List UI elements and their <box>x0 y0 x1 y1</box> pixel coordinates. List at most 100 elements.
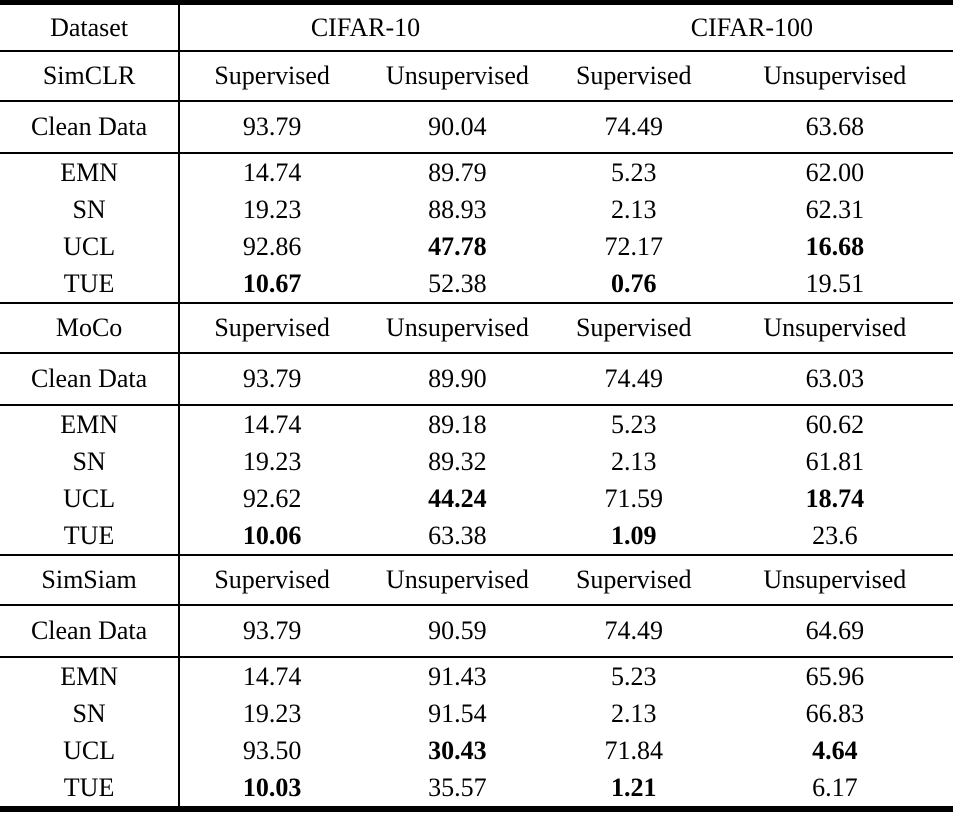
value-cell: 92.62 <box>242 483 302 513</box>
method-label: SimSiam <box>0 554 181 605</box>
value-cell: 10.67 <box>242 268 302 298</box>
attack-row: EMN 14.74 89.79 5.23 62.00 <box>0 152 953 191</box>
value-cell: 19.51 <box>805 268 865 298</box>
value-cell: 19.23 <box>242 194 302 224</box>
row-label: TUE <box>0 265 181 303</box>
value-cell: 35.57 <box>428 772 487 802</box>
clean-data-row: Clean Data 93.79 89.90 74.49 63.03 <box>0 352 953 405</box>
value-cell: 74.49 <box>550 352 717 405</box>
value-cell: 89.79 <box>364 152 551 191</box>
corner-label: Dataset <box>0 2 181 51</box>
attack-row: SN 19.23 88.93 2.13 62.31 <box>0 191 953 228</box>
value-cell: 23.6 <box>812 520 858 550</box>
row-label: SN <box>0 191 181 228</box>
attack-row: TUE 10.03 35.57 1.21 6.17 <box>0 769 953 809</box>
value-cell: 92.86 <box>242 231 302 261</box>
row-label: TUE <box>0 769 181 809</box>
row-label: SN <box>0 695 181 732</box>
value-cell: 62.31 <box>805 194 865 224</box>
value-cell: 10.06 <box>242 520 302 550</box>
value-cell: 72.17 <box>604 231 663 261</box>
row-label: UCL <box>0 732 181 769</box>
section-header-row: SimSiam Supervised Unsupervised Supervis… <box>0 554 953 605</box>
value-cell: 71.59 <box>604 483 663 513</box>
value-cell: 88.93 <box>428 194 487 224</box>
column-header: Unsupervised <box>364 554 551 605</box>
value-cell: 93.50 <box>242 735 302 765</box>
value-cell: 0.76 <box>610 268 657 298</box>
column-header: Supervised <box>550 554 717 605</box>
group-header-cifar10: CIFAR-10 <box>310 12 421 42</box>
value-cell: 18.74 <box>805 483 865 513</box>
value-cell: 89.32 <box>428 446 487 476</box>
value-cell: 30.43 <box>428 735 487 765</box>
value-cell: 47.78 <box>428 231 487 261</box>
attack-row: EMN 14.74 89.18 5.23 60.62 <box>0 404 953 443</box>
column-header: Unsupervised <box>364 50 551 101</box>
value-cell: 19.23 <box>242 698 302 728</box>
value-cell: 5.23 <box>550 656 717 695</box>
attack-row: SN 19.23 89.32 2.13 61.81 <box>0 443 953 480</box>
value-cell: 14.74 <box>179 656 365 695</box>
column-header: Supervised <box>550 50 717 101</box>
clean-data-row: Clean Data 93.79 90.04 74.49 63.68 <box>0 100 953 153</box>
column-header: Supervised <box>179 302 365 353</box>
value-cell: 16.68 <box>805 231 865 261</box>
column-header: Supervised <box>550 302 717 353</box>
value-cell: 4.64 <box>812 735 858 765</box>
column-header: Supervised <box>179 554 365 605</box>
row-label: EMN <box>0 656 181 695</box>
value-cell: 74.49 <box>550 604 717 657</box>
clean-data-row: Clean Data 93.79 90.59 74.49 64.69 <box>0 604 953 657</box>
value-cell: 14.74 <box>179 404 365 443</box>
value-cell: 19.23 <box>242 446 302 476</box>
attack-row: TUE 10.06 63.38 1.09 23.6 <box>0 517 953 555</box>
dataset-header-row: Dataset CIFAR-10 CIFAR-100 <box>0 2 953 51</box>
value-cell: 62.00 <box>716 152 953 191</box>
value-cell: 90.59 <box>364 604 551 657</box>
group-header-cifar100: CIFAR-100 <box>690 12 814 42</box>
value-cell: 44.24 <box>428 483 487 513</box>
value-cell: 6.17 <box>812 772 858 802</box>
value-cell: 66.83 <box>805 698 865 728</box>
attack-row: EMN 14.74 91.43 5.23 65.96 <box>0 656 953 695</box>
value-cell: 93.79 <box>179 352 365 405</box>
value-cell: 71.84 <box>604 735 663 765</box>
section-header-row: MoCo Supervised Unsupervised Supervised … <box>0 302 953 353</box>
value-cell: 89.90 <box>364 352 551 405</box>
row-label: Clean Data <box>0 352 181 405</box>
value-cell: 60.62 <box>716 404 953 443</box>
column-header: Unsupervised <box>716 302 953 353</box>
value-cell: 64.69 <box>716 604 953 657</box>
section-header-row: SimCLR Supervised Unsupervised Supervise… <box>0 50 953 101</box>
method-label: MoCo <box>0 302 181 353</box>
value-cell: 2.13 <box>610 194 657 224</box>
attack-row: UCL 92.62 44.24 71.59 18.74 <box>0 480 953 517</box>
value-cell: 65.96 <box>716 656 953 695</box>
value-cell: 5.23 <box>550 404 717 443</box>
value-cell: 2.13 <box>610 446 657 476</box>
value-cell: 91.43 <box>364 656 551 695</box>
method-label: SimCLR <box>0 50 181 101</box>
value-cell: 89.18 <box>364 404 551 443</box>
column-header: Unsupervised <box>364 302 551 353</box>
value-cell: 74.49 <box>550 100 717 153</box>
column-header: Unsupervised <box>716 50 953 101</box>
row-label: UCL <box>0 228 181 265</box>
column-header: Supervised <box>179 50 365 101</box>
value-cell: 14.74 <box>179 152 365 191</box>
row-label: Clean Data <box>0 100 181 153</box>
attack-row: TUE 10.67 52.38 0.76 19.51 <box>0 265 953 303</box>
row-label: EMN <box>0 152 181 191</box>
attack-row: UCL 92.86 47.78 72.17 16.68 <box>0 228 953 265</box>
value-cell: 61.81 <box>805 446 865 476</box>
value-cell: 5.23 <box>550 152 717 191</box>
value-cell: 52.38 <box>428 268 487 298</box>
attack-row: SN 19.23 91.54 2.13 66.83 <box>0 695 953 732</box>
attack-row: UCL 93.50 30.43 71.84 4.64 <box>0 732 953 769</box>
value-cell: 91.54 <box>428 698 487 728</box>
column-header: Unsupervised <box>716 554 953 605</box>
value-cell: 63.03 <box>716 352 953 405</box>
